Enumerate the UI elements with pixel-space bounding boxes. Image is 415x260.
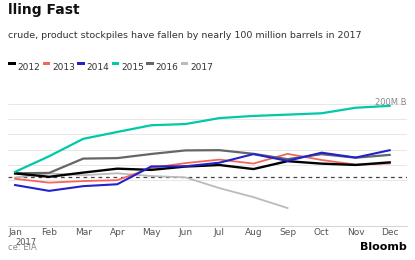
Text: 2017: 2017 [190,63,213,72]
Text: 2013: 2013 [52,63,75,72]
Text: crude, product stockpiles have fallen by nearly 100 million barrels in 2017: crude, product stockpiles have fallen by… [8,31,362,40]
Text: 2017: 2017 [15,238,36,248]
Text: 2016: 2016 [156,63,178,72]
Text: 2015: 2015 [121,63,144,72]
Text: Bloomb: Bloomb [360,242,407,252]
Text: 200M B: 200M B [375,98,407,107]
Text: 2014: 2014 [87,63,110,72]
Text: 2012: 2012 [18,63,41,72]
Text: ce: EIA: ce: EIA [8,243,37,252]
Text: lling Fast: lling Fast [8,3,80,17]
